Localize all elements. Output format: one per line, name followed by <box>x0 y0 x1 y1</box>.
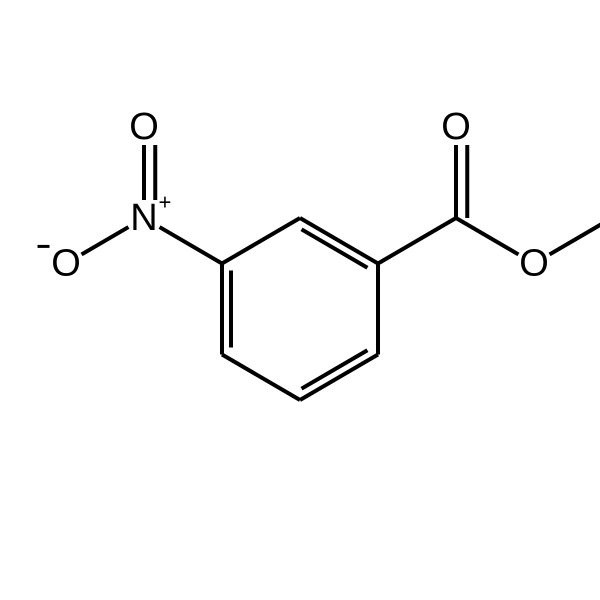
bond <box>160 227 222 263</box>
atom-label-O8: O <box>441 106 471 148</box>
bond <box>82 227 129 254</box>
molecule-diagram: O O N+ O O <box>0 0 600 600</box>
bond <box>300 218 378 264</box>
bond <box>456 218 518 254</box>
bond <box>302 229 368 267</box>
bond <box>222 355 300 401</box>
charge-plus: + <box>158 190 171 215</box>
bond <box>222 218 300 264</box>
bond <box>378 218 456 264</box>
bond <box>550 221 600 254</box>
atom-label-O12: O <box>51 243 81 285</box>
bond <box>300 355 378 401</box>
atom-label-O11: O <box>129 106 159 148</box>
bond <box>302 350 368 388</box>
atom-label-O9: O <box>519 243 549 285</box>
atom-label-N: N <box>130 197 157 239</box>
